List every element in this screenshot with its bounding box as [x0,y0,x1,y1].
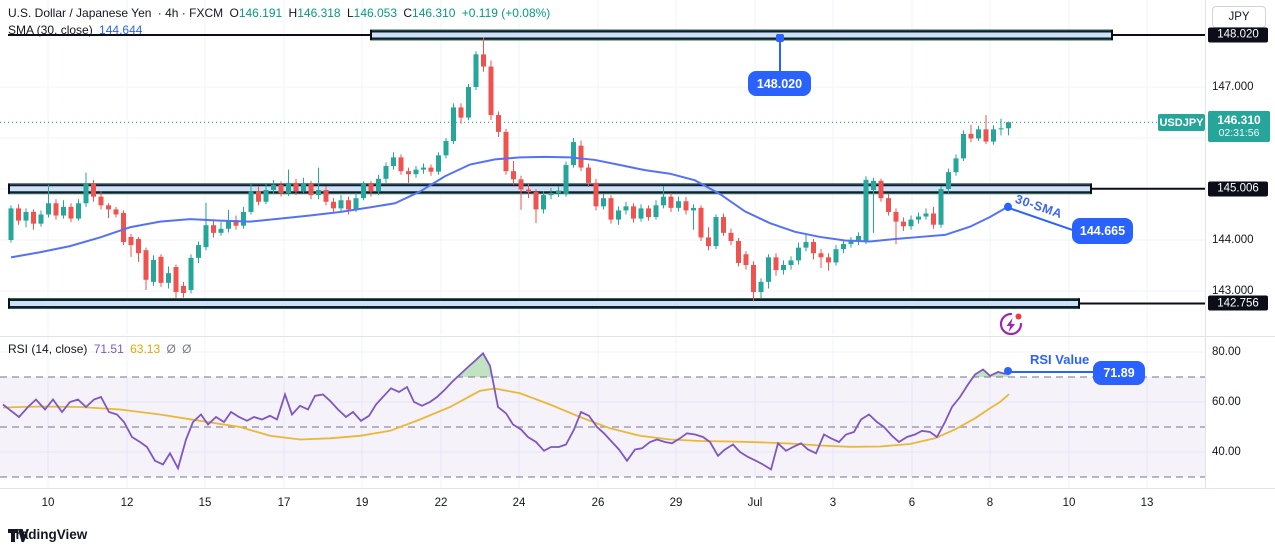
time-axis-label: Jul [747,497,763,509]
time-axis-divider [0,488,1275,489]
currency-label: JPY [1228,11,1250,23]
change-value: +0.119 (+0.08%) [461,6,551,20]
bar-countdown: 02:31:56 [1218,127,1260,139]
sma-legend-value: 144.644 [99,23,143,37]
ohlc-open-label: O [229,6,239,20]
time-axis-label: 10 [41,497,55,509]
ohlc-low-label: L [346,6,354,20]
symbol-title: U.S. Dollar / Japanese Yen [8,6,152,20]
time-axis-label: 17 [277,497,291,509]
last-price-value: 146.310 [1217,113,1261,127]
time-axis-label: 24 [512,497,526,509]
tradingview-attribution[interactable]: TradingView [8,527,87,542]
sma-callout-badge[interactable]: 144.665 [1072,218,1133,244]
time-axis-label: 29 [669,497,683,509]
rsi-legend[interactable]: RSI (14, close) 71.51 63.13 Ø Ø [8,342,195,356]
resistance-callout-text: 148.020 [756,76,803,91]
resistance-callout-line [779,40,781,72]
rsi-legend-params: (14, close) [31,342,88,356]
time-axis-label: 6 [908,497,916,509]
resistance-anchor-dot[interactable] [776,34,784,42]
price-axis-label: 142.756 [1208,295,1268,311]
rsi-axis-label: 60.00 [1212,396,1241,408]
rsi-callout-line [1009,371,1095,373]
sma-legend[interactable]: SMA (30, close) 144.644 [8,23,145,37]
ohlc-open-value: 146.191 [238,6,283,20]
rsi-empty-value-2: Ø [182,342,192,356]
rsi-indicator-pane[interactable] [0,336,1205,488]
rsi-axis-label: 80.00 [1212,346,1241,358]
price-axis-label: 144.000 [1212,234,1254,246]
lightning-alert-icon[interactable] [997,310,1025,338]
time-axis-label: 13 [1140,497,1154,509]
rsi-callout-badge[interactable]: 71.89 [1093,361,1145,385]
rsi-empty-value-1: Ø [166,342,176,356]
symbol-meta: · 4h · FXCM [157,6,224,20]
price-axis-label: 147.000 [1212,81,1254,93]
sma-callout-text: 144.665 [1079,224,1126,238]
lightning-icon [999,312,1023,336]
time-axis-label: 26 [591,497,605,509]
ohlc-close-label: C [403,6,413,20]
ohlc-close-value: 146.310 [412,6,456,20]
time-axis-label: 10 [1062,497,1076,509]
time-axis-label: 3 [829,497,837,509]
rsi-callout-label-text: RSI Value [1030,352,1090,367]
currency-toggle-button[interactable]: JPY [1212,6,1266,28]
rsi-legend-value: 71.51 [93,342,124,356]
price-chart-pane[interactable] [0,0,1205,335]
time-axis-label: 19 [355,497,369,509]
resistance-callout-badge[interactable]: 148.020 [748,71,811,96]
time-axis-label: 12 [120,497,134,509]
tradingview-logo-icon [8,528,29,542]
time-axis-label: 8 [986,497,994,509]
rsi-legend-name: RSI [8,342,29,356]
rsi-callout-label[interactable]: RSI Value [1030,352,1089,367]
price-axis-label: 148.020 [1208,27,1268,43]
ohlc-high-value: 146.318 [297,6,341,20]
price-axis-label: 143.000 [1212,285,1254,297]
axis-separator [1205,0,1206,488]
time-axis-label: 15 [198,497,212,509]
rsi-ma-legend-value: 63.13 [130,342,161,356]
price-line-symbol-tag[interactable]: USDJPY [1158,114,1205,131]
sma-anchor-dot[interactable] [1004,203,1012,211]
price-line-symbol-text: USDJPY [1159,116,1204,129]
price-axis-label: 145.006 [1208,181,1268,197]
last-price-axis-badge[interactable]: 146.310 02:31:56 [1208,111,1270,142]
ohlc-high-label: H [288,6,298,20]
symbol-legend[interactable]: U.S. Dollar / Japanese Yen · 4h · FXCM O… [8,6,553,20]
sma-legend-name: SMA (30, close) [8,23,93,37]
rsi-axis-label: 40.00 [1212,446,1241,458]
rsi-callout-text: 71.89 [1103,366,1135,380]
pane-divider[interactable] [0,336,1275,337]
rsi-anchor-dot[interactable] [1004,367,1012,375]
ohlc-low-value: 146.053 [353,6,398,20]
time-axis-label: 22 [434,497,448,509]
